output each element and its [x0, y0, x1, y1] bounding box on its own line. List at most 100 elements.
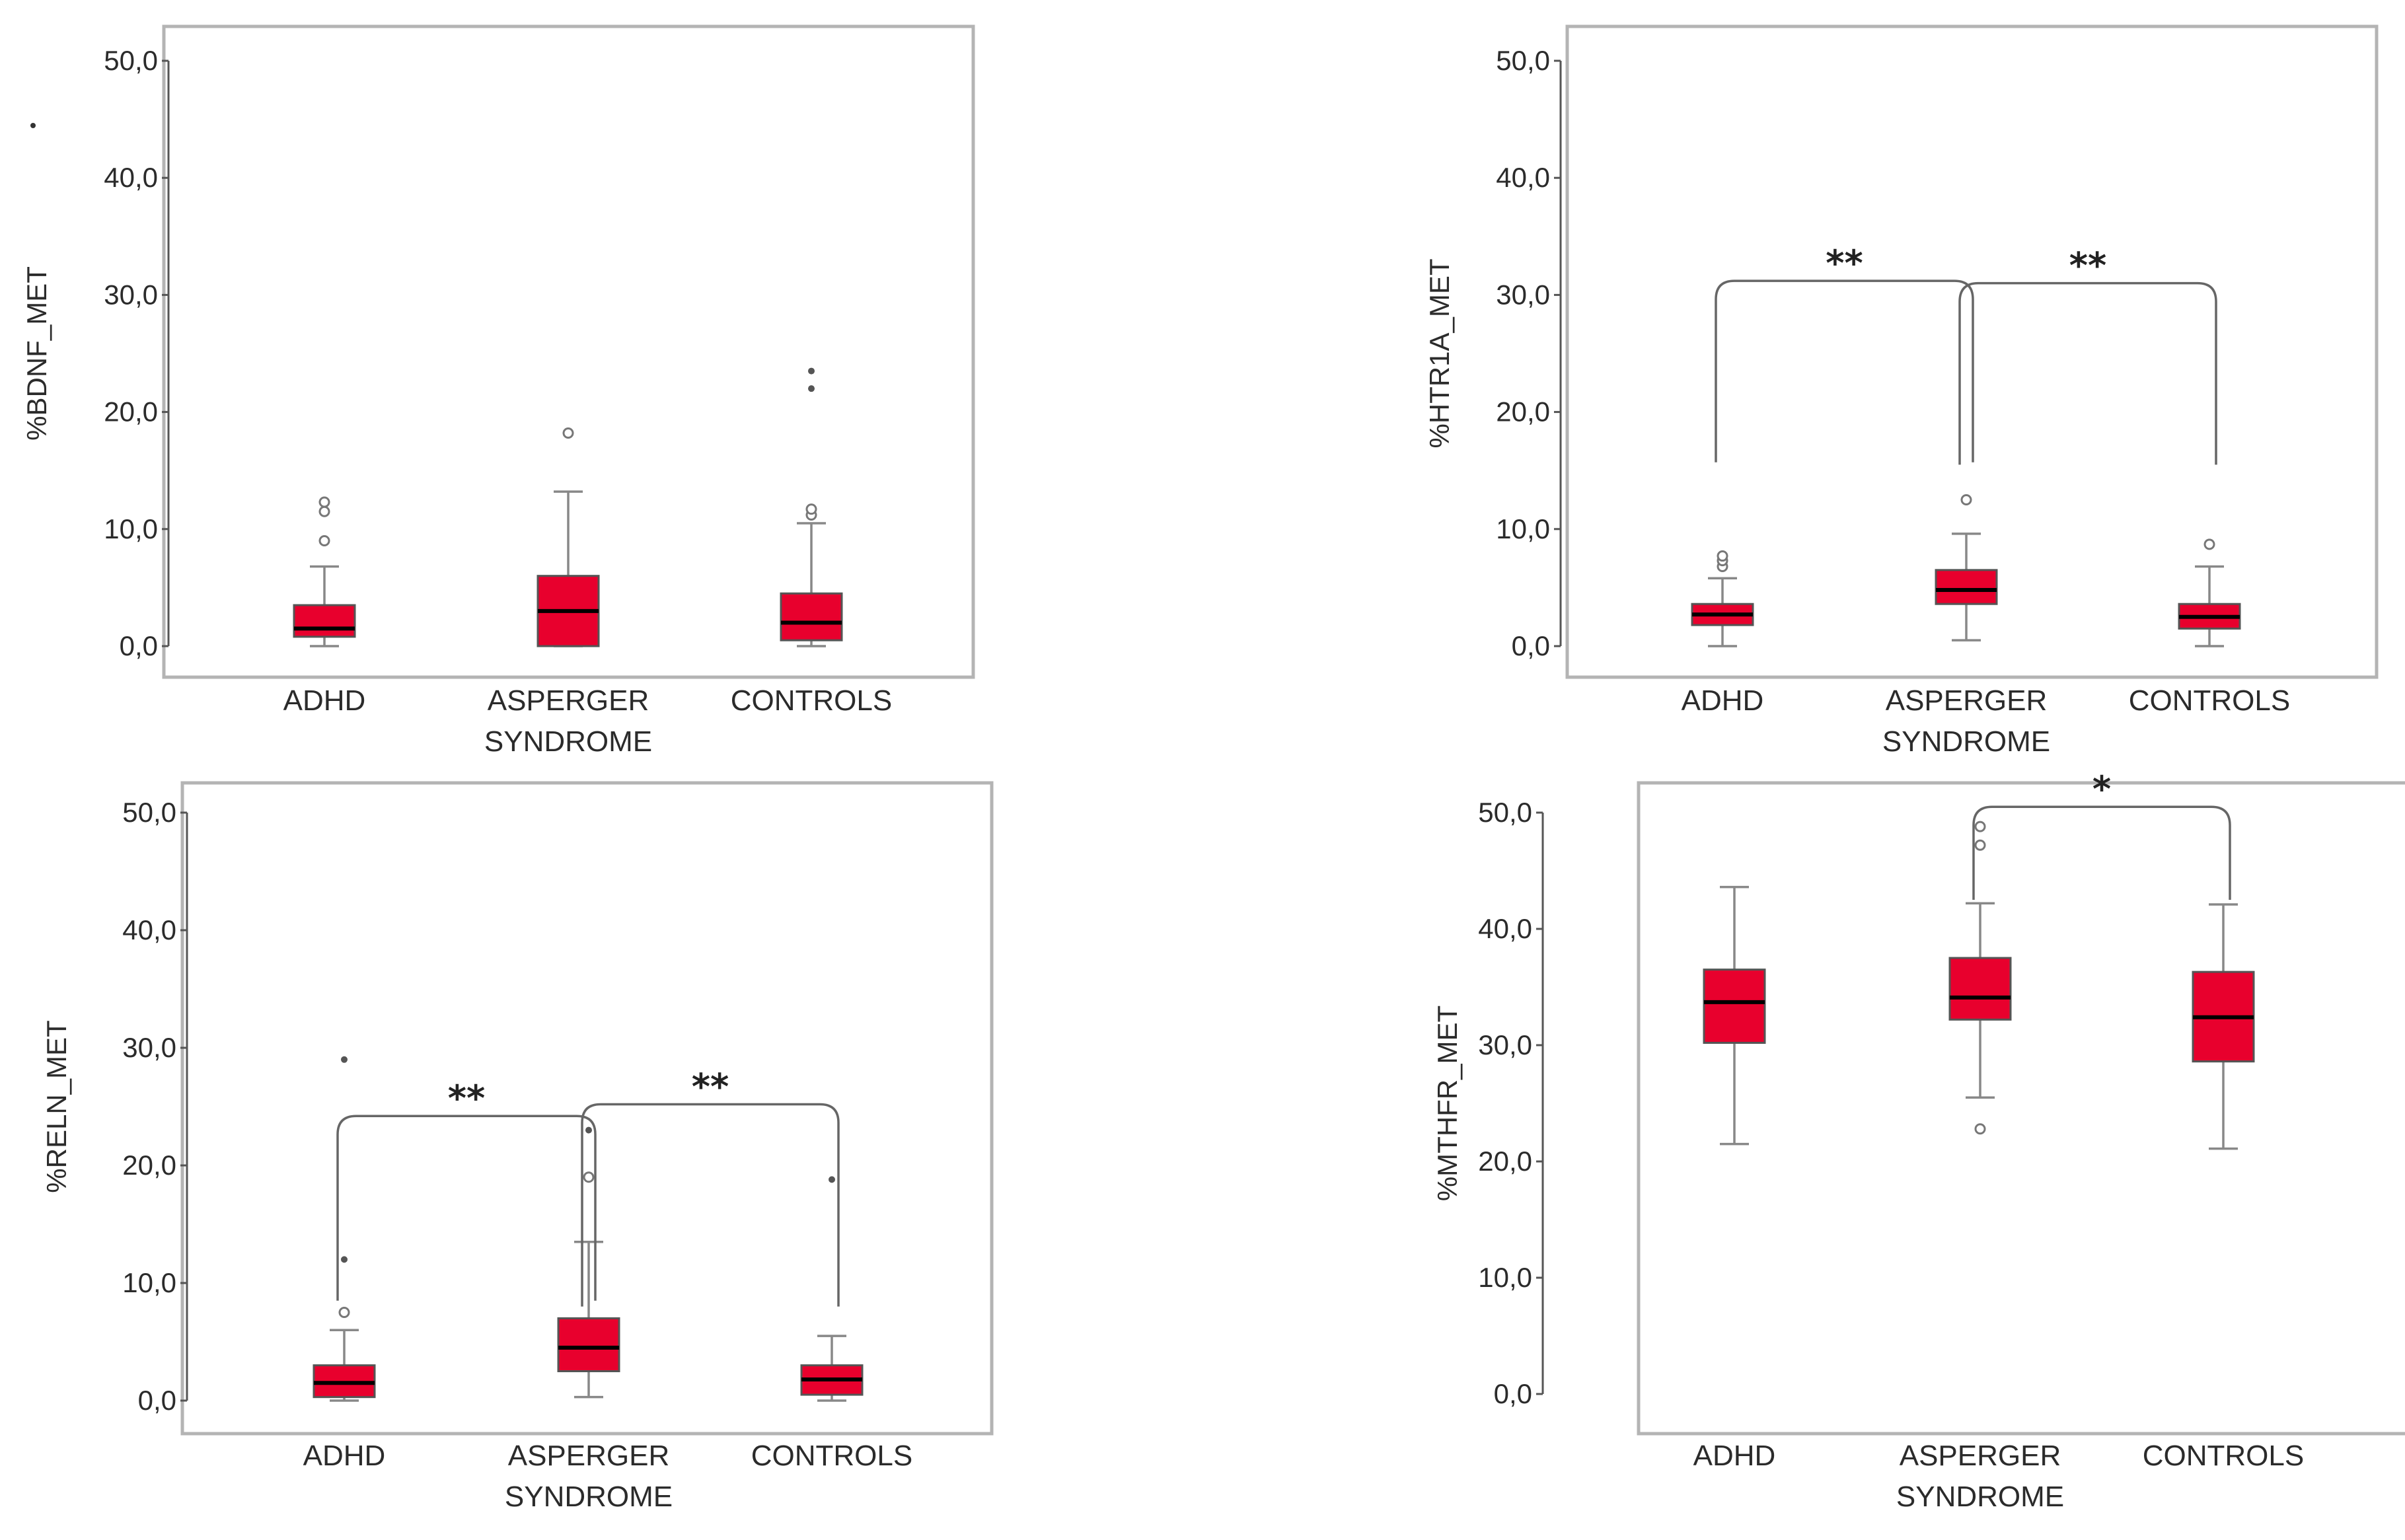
x-category-label: ASPERGER [1886, 684, 2048, 717]
y-tick-label: 0,0 [1494, 1378, 1532, 1409]
outlier-point [1960, 494, 1972, 505]
iqr-box [557, 1317, 620, 1373]
chart-panel-4: 0,0 10,0 20,0 30,0 40,0 50,0 %MTHFR_MET ADHD ASP… [1432, 768, 2405, 1513]
chart-panel-2: 0,0 10,0 20,0 30,0 40,0 50,0 %HTR1A_MET ADHD ASP… [1424, 24, 2379, 758]
significance-label: ** [692, 1066, 729, 1107]
significance-bracket [1972, 805, 2231, 900]
significance-label: * [2092, 768, 2111, 810]
plot-frame [1637, 781, 2405, 1436]
box-adhd [293, 496, 356, 647]
significance-label: ** [1826, 242, 1863, 284]
x-category-label: ASPERGER [508, 1440, 670, 1472]
y-tick-label: 50,0 [104, 45, 158, 76]
y-tick-label: 10,0 [104, 513, 158, 544]
significance-bracket [1958, 281, 2217, 465]
stray-dot [30, 123, 36, 128]
x-category-label: ADHD [1682, 684, 1764, 717]
extreme-point [829, 1176, 835, 1183]
y-tick-label: 0,0 [1512, 630, 1550, 661]
y-tick-label: 40,0 [1478, 913, 1532, 944]
outlier-point [1974, 821, 1986, 832]
outlier-point [583, 1171, 595, 1183]
box-adhd [1691, 550, 1754, 647]
x-category-label: ASPERGER [488, 684, 649, 717]
significance-label: ** [448, 1078, 485, 1119]
x-category-label: SYNDROME [505, 1481, 673, 1513]
box-asperger-syndrome [536, 427, 600, 647]
x-category-label: CONTROLS [2143, 1440, 2304, 1472]
plot-frame [1565, 24, 2379, 679]
significance-bracket [1715, 279, 1974, 462]
outlier-point [318, 535, 330, 547]
plot-frame [180, 781, 994, 1436]
y-axis-title: %HTR1A_MET [1424, 258, 1455, 448]
significance-label: ** [2069, 245, 2106, 287]
y-axis-title: %RELN_MET [41, 1020, 72, 1192]
iqr-box [780, 592, 843, 642]
y-tick-label: 20,0 [122, 1150, 176, 1181]
outlier-point [1974, 839, 1986, 851]
x-category-label: ADHD [1693, 1440, 1776, 1472]
y-tick-label: 50,0 [122, 797, 176, 828]
extreme-point [808, 385, 815, 392]
outlier-point [2203, 538, 2215, 550]
x-category-label: CONTROLS [731, 684, 892, 717]
outlier-point [318, 505, 330, 517]
y-tick-label: 30,0 [1496, 279, 1550, 310]
significance-bracket [581, 1103, 840, 1307]
outlier-point [338, 1307, 350, 1318]
outlier-point [318, 496, 330, 508]
y-tick-label: 10,0 [1478, 1262, 1532, 1293]
y-tick-label: 20,0 [1496, 396, 1550, 427]
chart-panel-1: 0,0 10,0 20,0 30,0 40,0 50,0 %BDNF_MET ADHD ASPE… [21, 24, 975, 758]
box-adhd [1703, 885, 1766, 1146]
extreme-point [585, 1126, 592, 1134]
iqr-box [1935, 569, 1998, 605]
y-axis-title: %MTHFR_MET [1432, 1006, 1463, 1201]
y-tick-label: 0,0 [120, 630, 158, 661]
x-category-label: SYNDROME [1896, 1481, 2064, 1513]
x-category-label: CONTROLS [751, 1440, 912, 1472]
box-controls [780, 367, 843, 647]
outlier-point [562, 427, 574, 439]
x-category-label: ADHD [303, 1440, 386, 1472]
x-category-label: SYNDROME [1882, 725, 2050, 758]
x-category-label: ADHD [283, 684, 366, 717]
y-tick-label: 20,0 [1478, 1146, 1532, 1177]
outlier-point [1717, 550, 1728, 562]
y-tick-label: 10,0 [1496, 513, 1550, 544]
box-adhd [313, 1056, 376, 1402]
iqr-box [293, 604, 356, 638]
chart-panel-3: 0,0 10,0 20,0 30,0 40,0 50,0 %RELN_MET ADHD ASPE… [41, 781, 994, 1513]
y-tick-label: 40,0 [122, 914, 176, 945]
extreme-point [341, 1256, 348, 1263]
x-category-label: SYNDROME [484, 725, 652, 758]
y-tick-label: 10,0 [122, 1267, 176, 1298]
box-controls [800, 1176, 864, 1402]
outlier-point [1974, 1123, 1986, 1135]
box-asperger-syndrome [557, 1126, 620, 1399]
y-tick-label: 40,0 [104, 162, 158, 193]
plot-frame [162, 24, 975, 679]
extreme-point [341, 1056, 348, 1063]
y-tick-label: 40,0 [1496, 162, 1550, 193]
y-tick-label: 20,0 [104, 396, 158, 427]
outlier-point [805, 503, 817, 515]
x-category-label: ASPERGER [1900, 1440, 2061, 1472]
extreme-point [808, 367, 815, 375]
box-controls [2178, 538, 2241, 647]
y-tick-label: 30,0 [122, 1032, 176, 1063]
box-asperger-syndrome [1935, 494, 1998, 642]
y-tick-label: 0,0 [138, 1385, 176, 1416]
x-category-label: CONTROLS [2129, 684, 2290, 717]
iqr-box [1948, 957, 2012, 1021]
box-controls [2192, 903, 2255, 1150]
y-tick-label: 50,0 [1496, 45, 1550, 76]
y-tick-label: 30,0 [104, 279, 158, 310]
y-tick-label: 30,0 [1478, 1029, 1532, 1060]
y-tick-label: 50,0 [1478, 797, 1532, 828]
y-axis-title: %BDNF_MET [21, 266, 52, 441]
box-asperger-syndrome [1948, 821, 2012, 1135]
iqr-box [1703, 969, 1766, 1044]
